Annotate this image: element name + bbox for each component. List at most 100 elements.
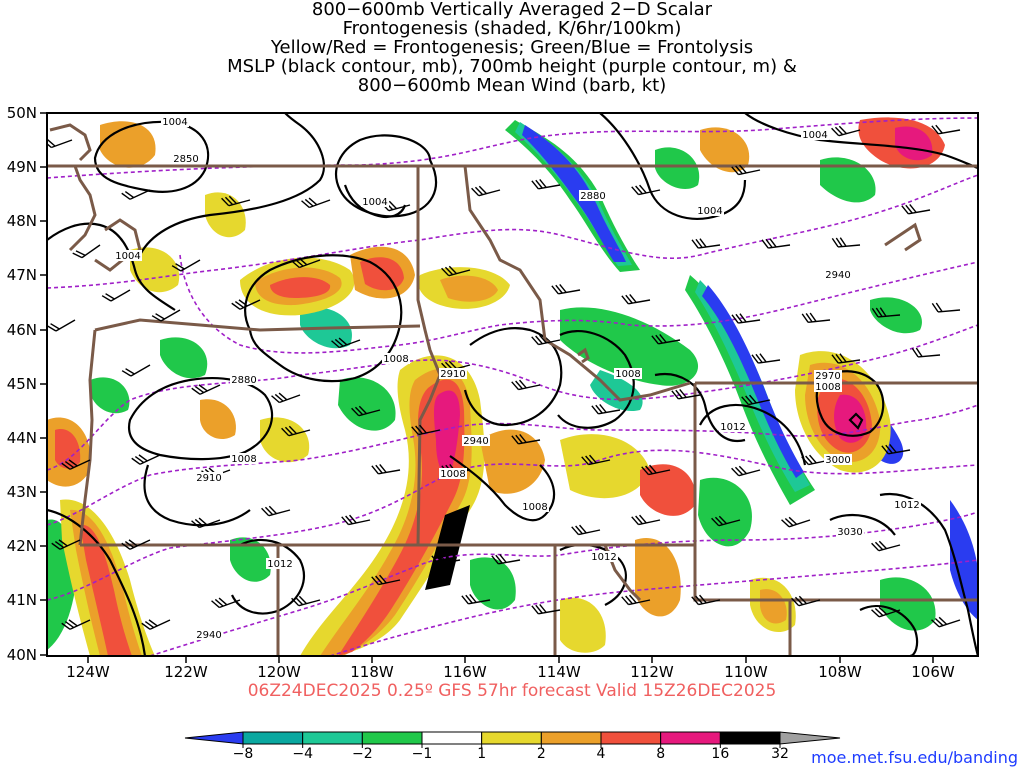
height-label-bg xyxy=(439,368,467,379)
wind-barb xyxy=(691,594,721,606)
lat-label: 43N xyxy=(7,483,37,501)
height-label: 2910 xyxy=(440,369,465,380)
wind-barb xyxy=(751,353,781,364)
mslp-label: 1012 xyxy=(720,422,745,433)
mslp-label: 1012 xyxy=(591,552,616,563)
mslp-label-bg xyxy=(382,353,410,364)
height-label-bg xyxy=(172,153,200,164)
wind-barb xyxy=(631,184,661,196)
wind-barb xyxy=(571,524,601,536)
plot-area xyxy=(47,113,978,656)
colorbar-swatch xyxy=(481,731,542,745)
colorbar-swatch xyxy=(660,731,721,745)
height-label: 2880 xyxy=(580,191,605,202)
wind-barb xyxy=(801,312,831,323)
wind-barb xyxy=(411,424,441,436)
height-label-bg xyxy=(195,472,223,483)
wind-barb xyxy=(261,505,291,517)
wind-barb xyxy=(531,603,561,615)
wind-barb xyxy=(291,257,321,269)
colorbar-label: 32 xyxy=(771,746,789,762)
height-label: 3000 xyxy=(825,455,850,466)
height-label: 2880 xyxy=(231,375,256,386)
wind-barb xyxy=(831,353,861,364)
mslp-label-bg xyxy=(696,205,724,216)
height-label: 2970 xyxy=(815,371,840,382)
lon-label: 112W xyxy=(630,663,674,681)
wind-barb xyxy=(61,459,91,470)
wind-barb xyxy=(271,392,301,404)
mslp-label: 1008 xyxy=(815,382,840,393)
colorbar-label: −2 xyxy=(352,746,373,762)
colorbar-label: −1 xyxy=(412,746,433,762)
lat-label: 44N xyxy=(7,429,37,447)
wind-barb xyxy=(711,515,741,527)
wind-barb xyxy=(881,443,911,455)
colorbar-label: −4 xyxy=(292,746,313,762)
height-label: 2940 xyxy=(463,436,488,447)
wind-barb xyxy=(171,259,201,272)
height-label: 2850 xyxy=(173,154,198,165)
wind-barb xyxy=(101,289,131,302)
colorbar-arrow-right xyxy=(779,731,841,745)
contour-labels: 1004 1004 1004 1008 1004 1004 1008 1008 1008 1008… xyxy=(114,116,921,641)
lat-label: 49N xyxy=(7,158,37,176)
wind-barb xyxy=(781,516,811,528)
wind-barb xyxy=(621,293,651,305)
wind-barb xyxy=(331,337,361,349)
mslp-label: 1004 xyxy=(115,251,140,262)
wind-barb xyxy=(211,597,241,609)
mslp-label: 1004 xyxy=(697,206,722,217)
wind-barb xyxy=(911,347,941,358)
height-label-bg xyxy=(195,629,223,640)
height-label: 2910 xyxy=(196,473,221,484)
lat-label: 42N xyxy=(7,537,37,555)
lon-label: 124W xyxy=(66,663,110,681)
mslp-label-bg xyxy=(114,250,142,261)
mslp-label-bg xyxy=(161,116,189,127)
wind-barb xyxy=(791,595,821,607)
wind-barb xyxy=(121,539,151,550)
height-label: 3030 xyxy=(837,527,862,538)
mslp-label: 1004 xyxy=(802,130,827,141)
title-line-2: Frontogenesis (shaded, K/6hr/100km) xyxy=(342,18,682,39)
colorbar-label: 1 xyxy=(477,746,486,762)
wind-barb xyxy=(341,514,371,526)
wind-barb xyxy=(871,606,901,618)
lat-label: 50N xyxy=(7,104,37,122)
colorbar-label: −8 xyxy=(233,746,254,762)
mslp-label: 1004 xyxy=(362,197,387,208)
lon-label: 106W xyxy=(911,663,955,681)
wind-barb xyxy=(731,465,761,477)
wind-barbs xyxy=(47,124,961,630)
wind-barb xyxy=(231,299,261,310)
lon-label: 120W xyxy=(257,663,301,681)
wind-barb xyxy=(831,125,861,137)
mslp-label: 1012 xyxy=(267,559,292,570)
wind-barb xyxy=(281,425,311,437)
title-line-5: 800−600mb Mean Wind (barb, kt) xyxy=(357,75,667,96)
wind-barb xyxy=(471,185,501,197)
wind-barb xyxy=(531,178,561,190)
colorbar-swatch xyxy=(600,731,662,745)
wind-barb xyxy=(431,553,461,565)
wind-barb xyxy=(191,384,221,395)
lon-label: 108W xyxy=(818,663,862,681)
colorbar-label: 2 xyxy=(537,746,546,762)
wind-barb xyxy=(551,283,581,295)
wind-barb xyxy=(301,197,331,209)
lat-label: 40N xyxy=(7,646,37,664)
mslp-label-bg xyxy=(893,499,921,510)
mslp-label-bg xyxy=(361,196,389,207)
state-borders xyxy=(47,123,978,656)
wind-barb xyxy=(131,454,161,465)
height-label-bg xyxy=(836,526,864,537)
credit-url[interactable]: moe.met.fsu.edu/banding xyxy=(811,748,1018,767)
wind-barb xyxy=(581,454,611,466)
wind-barb xyxy=(591,403,621,415)
colorbar-swatch xyxy=(421,731,483,745)
height-label-bg xyxy=(579,190,607,201)
height-label: 2940 xyxy=(825,270,850,281)
wind-barb xyxy=(871,540,901,552)
wind-barb xyxy=(371,574,401,586)
